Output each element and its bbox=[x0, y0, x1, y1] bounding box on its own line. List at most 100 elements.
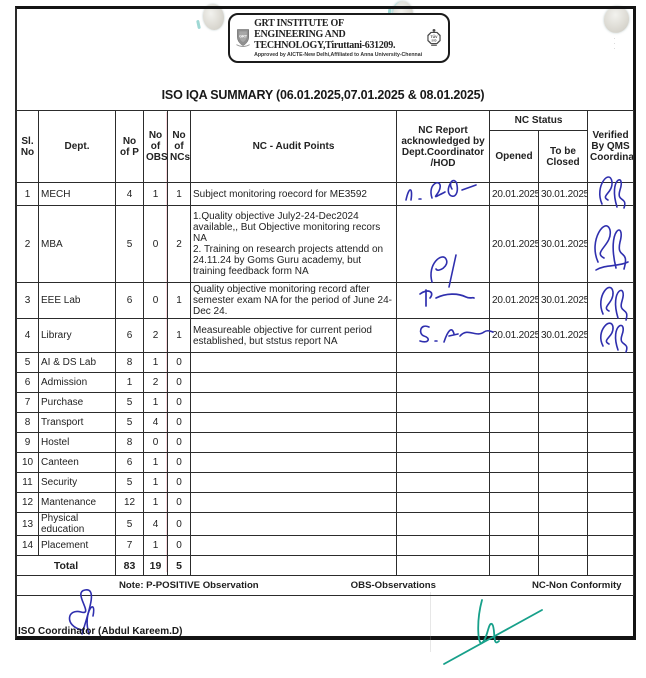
cell-opened-date bbox=[489, 432, 539, 453]
cell-sl-no: 10 bbox=[16, 452, 39, 473]
cell-dept: MECH bbox=[38, 182, 116, 206]
tuv-sud-logo: TÜV SÜD bbox=[427, 29, 441, 46]
cell-no-of-obs: 1 bbox=[143, 182, 168, 206]
cell-sl-no: 14 bbox=[16, 535, 39, 556]
table-row: 10 Canteen 6 1 0 bbox=[16, 452, 635, 473]
table-row: 9 Hostel 8 0 0 bbox=[16, 432, 635, 453]
cell-verified bbox=[587, 412, 635, 433]
cell-audit-points bbox=[190, 512, 397, 536]
cell-to-be-closed-date bbox=[537, 432, 589, 453]
note-nc: NC-Non Conformity bbox=[531, 580, 622, 591]
cell-no-of-obs: 1 bbox=[143, 452, 168, 473]
cell-dept: Physical education bbox=[38, 512, 116, 536]
cell-no-of-p: 4 bbox=[115, 182, 144, 206]
cell-nc-report-ack bbox=[396, 205, 490, 283]
note-positive: Note: P-POSITIVE Observation bbox=[119, 580, 259, 591]
cell-verified bbox=[587, 282, 635, 319]
cell-verified bbox=[587, 492, 635, 513]
cell-no-of-p: 5 bbox=[115, 412, 144, 433]
cell-opened-date: 20.01.2025 bbox=[489, 205, 539, 283]
cell-verified bbox=[587, 535, 635, 556]
cell-to-be-closed-date bbox=[537, 512, 589, 536]
cell-to-be-closed-date bbox=[537, 535, 589, 556]
note-row: Note: P-POSITIVE Observation OBS-Observa… bbox=[15, 575, 635, 596]
cell-opened-date: 20.01.2025 bbox=[489, 318, 539, 353]
cell-opened-date bbox=[489, 452, 539, 473]
total-p: 83 bbox=[115, 555, 144, 576]
cell-verified bbox=[587, 352, 635, 373]
cell-audit-points: Subject monitoring roecord for ME3592 bbox=[190, 182, 397, 206]
cell-no-of-ncs: 0 bbox=[167, 535, 191, 556]
header-to-be-closed: To be Closed bbox=[537, 130, 589, 183]
table-row: 4 Library 6 2 1 Measureable objective fo… bbox=[16, 318, 635, 353]
cell-no-of-obs: 0 bbox=[143, 205, 168, 283]
institute-name-line1: GRT INSTITUTE OF bbox=[254, 18, 344, 29]
cell-audit-points bbox=[190, 492, 397, 513]
cell-sl-no: 1 bbox=[16, 182, 39, 206]
letterhead-text: GRT INSTITUTE OF ENGINEERING AND TECHNOL… bbox=[251, 18, 425, 58]
total-empty-cell bbox=[396, 555, 490, 576]
cell-sl-no: 3 bbox=[16, 282, 39, 319]
cell-no-of-p: 1 bbox=[115, 372, 144, 393]
approval-line: Approved by AICTE-New Delhi,Affiliated t… bbox=[254, 52, 423, 58]
cell-audit-points bbox=[190, 412, 397, 433]
cell-dept: Library bbox=[38, 318, 116, 353]
cell-no-of-p: 6 bbox=[115, 318, 144, 353]
cell-no-of-ncs: 1 bbox=[167, 282, 191, 319]
header-no-of-obs: No of OBS bbox=[143, 110, 168, 183]
cell-audit-points bbox=[190, 352, 397, 373]
cell-no-of-obs: 2 bbox=[143, 372, 168, 393]
cell-sl-no: 11 bbox=[16, 472, 39, 493]
cell-nc-report-ack bbox=[396, 282, 490, 319]
cell-no-of-p: 12 bbox=[115, 492, 144, 513]
cell-nc-report-ack bbox=[396, 535, 490, 556]
header-no-of-p: No of P bbox=[115, 110, 144, 183]
note-obs: OBS-Observations bbox=[350, 580, 436, 591]
header-nc-report: NC Report acknowledged by Dept.Coordinat… bbox=[396, 110, 490, 183]
cell-no-of-p: 5 bbox=[115, 392, 144, 413]
scan-artifact-line bbox=[430, 592, 431, 652]
cell-opened-date bbox=[489, 512, 539, 536]
svg-text:GRT: GRT bbox=[239, 35, 248, 39]
cell-dept: Canteen bbox=[38, 452, 116, 473]
cell-dept: Hostel bbox=[38, 432, 116, 453]
table-footer-rows: Total 83 19 5 Note: P-POSITIVE Observati… bbox=[15, 555, 635, 596]
institute-name-line3: TECHNOLOGY,Tiruttani-631209. bbox=[254, 40, 396, 51]
cell-dept: Admission bbox=[38, 372, 116, 393]
cell-no-of-p: 6 bbox=[115, 282, 144, 319]
cell-nc-report-ack bbox=[396, 392, 490, 413]
cell-verified bbox=[587, 392, 635, 413]
cell-opened-date: 20.01.2025 bbox=[489, 282, 539, 319]
cell-nc-report-ack bbox=[396, 512, 490, 536]
header-verified-by: Verified By QMS Coordinator bbox=[587, 110, 635, 183]
cell-no-of-ncs: 0 bbox=[167, 372, 191, 393]
cell-verified bbox=[587, 205, 635, 283]
table-row: 14 Placement 7 1 0 bbox=[16, 535, 635, 556]
header-opened: Opened bbox=[489, 130, 539, 183]
cell-verified bbox=[587, 472, 635, 493]
letterhead: GRT GRT INSTITUTE OF ENGINEERING AND TEC… bbox=[228, 13, 450, 63]
cell-no-of-ncs: 0 bbox=[167, 452, 191, 473]
cell-to-be-closed-date bbox=[537, 492, 589, 513]
table-row: 5 AI & DS Lab 8 1 0 bbox=[16, 352, 635, 373]
cell-verified bbox=[587, 318, 635, 353]
cell-dept: Transport bbox=[38, 412, 116, 433]
cell-no-of-obs: 1 bbox=[143, 535, 168, 556]
cell-no-of-ncs: 0 bbox=[167, 492, 191, 513]
total-ncs: 5 bbox=[167, 555, 191, 576]
cell-no-of-p: 8 bbox=[115, 352, 144, 373]
iso-coordinator-label: ISO Coordinator (Abdul Kareem.D) bbox=[18, 626, 183, 637]
cell-sl-no: 4 bbox=[16, 318, 39, 353]
cell-to-be-closed-date bbox=[537, 452, 589, 473]
cell-audit-points bbox=[190, 372, 397, 393]
cell-nc-report-ack bbox=[396, 492, 490, 513]
cell-dept: MBA bbox=[38, 205, 116, 283]
cell-dept: Placement bbox=[38, 535, 116, 556]
cell-nc-report-ack bbox=[396, 432, 490, 453]
cell-no-of-ncs: 0 bbox=[167, 432, 191, 453]
cell-nc-report-ack bbox=[396, 412, 490, 433]
cell-no-of-ncs: 0 bbox=[167, 412, 191, 433]
cell-nc-report-ack bbox=[396, 182, 490, 206]
cell-to-be-closed-date: 30.01.2025 bbox=[537, 205, 589, 283]
header-audit-points: NC - Audit Points bbox=[190, 110, 397, 183]
